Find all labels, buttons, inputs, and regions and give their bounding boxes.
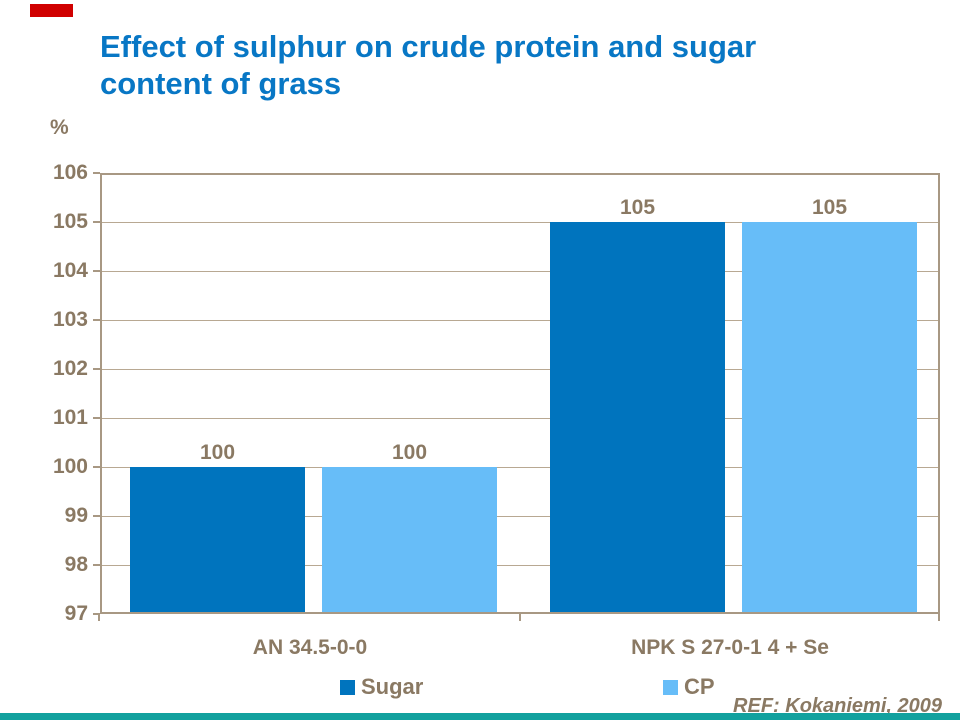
chart-title-line-2: content of grass bbox=[100, 66, 342, 101]
y-axis-tick bbox=[93, 368, 100, 370]
bar-value-label: 100 bbox=[199, 441, 236, 464]
y-axis-tick bbox=[93, 319, 100, 321]
y-axis-label: 100 bbox=[52, 455, 88, 478]
gridline bbox=[102, 222, 938, 223]
bar-sugar-an-34-5-0-0 bbox=[130, 467, 305, 612]
legend-swatch-sugar bbox=[340, 679, 355, 695]
gridline bbox=[102, 369, 938, 370]
y-axis-label: 103 bbox=[52, 308, 88, 331]
bar-cp-an-34-5-0-0 bbox=[322, 467, 497, 612]
y-axis-tick bbox=[93, 515, 100, 517]
x-axis-tick bbox=[519, 614, 521, 621]
category-label-an-34-5-0-0: AN 34.5-0-0 bbox=[252, 636, 368, 659]
y-axis-label: 105 bbox=[52, 210, 88, 233]
legend-item-cp: CP bbox=[663, 673, 715, 701]
gridline bbox=[102, 418, 938, 419]
y-axis-label: 97 bbox=[64, 602, 88, 625]
accent-bar-red bbox=[30, 4, 73, 17]
bar-value-label: 105 bbox=[811, 196, 848, 219]
y-axis: 97 98 99 100 101 102 103 104 105 106 bbox=[0, 0, 100, 720]
bar-sugar-npk-s-27-0-1-4-se bbox=[550, 222, 725, 612]
x-axis-tick bbox=[98, 614, 100, 621]
y-axis-tick bbox=[93, 564, 100, 566]
y-axis-label: 101 bbox=[52, 406, 88, 429]
legend-swatch-cp bbox=[663, 679, 678, 695]
gridline bbox=[102, 565, 938, 566]
chart-title: Effect of sulphur on crude protein and s… bbox=[100, 28, 860, 102]
x-axis-tick bbox=[938, 614, 940, 621]
legend-label-sugar: Sugar bbox=[361, 674, 424, 699]
y-axis-tick bbox=[93, 172, 100, 174]
chart-title-line-1: Effect of sulphur on crude protein and s… bbox=[100, 29, 757, 64]
x-axis-category-labels: AN 34.5-0-0 NPK S 27-0-1 4 + Se bbox=[100, 634, 940, 662]
bar-cp-npk-s-27-0-1-4-se bbox=[742, 222, 917, 612]
y-axis-label: 106 bbox=[52, 161, 88, 184]
category-label-npk-s-27-0-1-4-se: NPK S 27-0-1 4 + Se bbox=[631, 636, 829, 659]
legend-item-sugar: Sugar bbox=[340, 673, 423, 701]
gridline bbox=[102, 271, 938, 272]
gridline bbox=[102, 467, 938, 468]
y-axis-label: 99 bbox=[64, 504, 88, 527]
legend-label-cp: CP bbox=[684, 674, 715, 699]
y-axis-tick bbox=[93, 270, 100, 272]
reference-note: REF: Kokaniemi, 2009 bbox=[733, 695, 942, 717]
y-axis-label: 98 bbox=[64, 553, 88, 576]
footer-bar-teal bbox=[0, 713, 960, 720]
bar-value-label: 105 bbox=[619, 196, 656, 219]
y-axis-label: 104 bbox=[52, 259, 88, 282]
y-axis-tick bbox=[93, 613, 100, 615]
y-axis-label: 102 bbox=[52, 357, 88, 380]
bar-value-label: 100 bbox=[391, 441, 428, 464]
y-axis-unit-label: % bbox=[50, 116, 69, 139]
plot-area: 100 100 105 105 bbox=[100, 173, 940, 614]
gridline bbox=[102, 516, 938, 517]
y-axis-tick bbox=[93, 221, 100, 223]
chart-legend: Sugar CP bbox=[100, 673, 940, 701]
y-axis-tick bbox=[93, 466, 100, 468]
gridline bbox=[102, 320, 938, 321]
y-axis-tick bbox=[93, 417, 100, 419]
